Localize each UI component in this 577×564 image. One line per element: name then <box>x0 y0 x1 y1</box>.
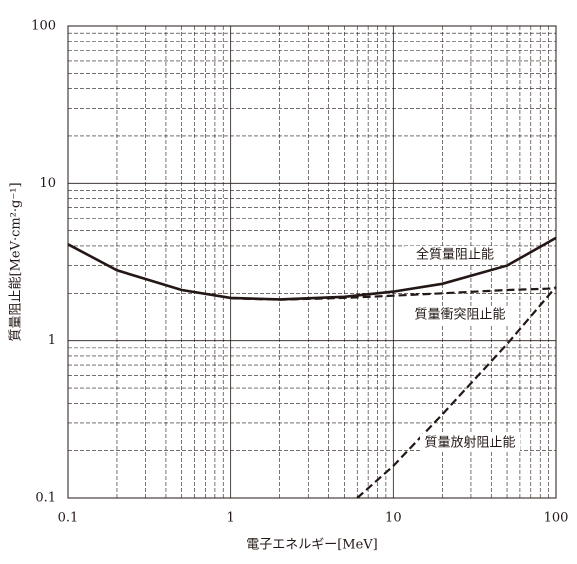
y-tick-label: 0.1 <box>35 491 56 506</box>
x-tick-label: 1 <box>227 511 235 526</box>
y-axis-label: 質量阻止能[MeV·cm²·g⁻¹] <box>9 182 24 341</box>
x-axis-label: 電子エネルギー[MeV] <box>246 538 378 553</box>
series-line <box>356 286 557 499</box>
x-tick-label: 100 <box>544 511 569 526</box>
x-tick-label: 10 <box>385 511 402 526</box>
y-tick-label: 100 <box>31 19 56 34</box>
series-label-bg <box>405 246 505 264</box>
y-tick-label: 10 <box>39 176 56 191</box>
series-line <box>67 236 557 301</box>
plot-frame <box>67 25 557 499</box>
series-label-bg <box>410 306 510 324</box>
series-label: 全質量阻止能 <box>416 247 494 263</box>
y-tick-label: 1 <box>48 333 56 348</box>
series-label-bg <box>420 434 520 452</box>
x-tick-label: 0.1 <box>58 511 79 526</box>
series-label: 質量衝突阻止能 <box>414 307 505 323</box>
series-label: 質量放射阻止能 <box>424 435 515 451</box>
series-line <box>230 287 557 301</box>
